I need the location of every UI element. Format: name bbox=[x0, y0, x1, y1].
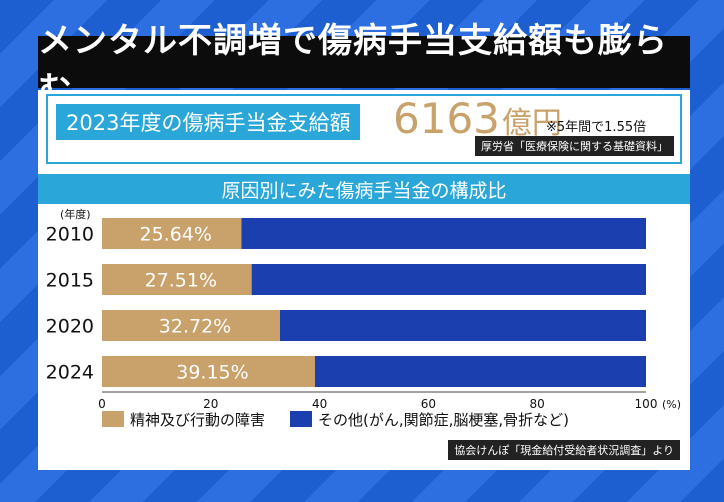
stat-note: ※5年間で1.55倍 bbox=[546, 120, 647, 135]
bar-segment-other bbox=[279, 310, 646, 341]
x-tick-label: 40 bbox=[312, 397, 327, 411]
category-label: 2020 bbox=[46, 316, 94, 338]
year-unit-label: (年度) bbox=[60, 208, 91, 221]
category-label: 2015 bbox=[46, 270, 94, 292]
stat-unit: 億円 bbox=[501, 106, 562, 141]
x-tick-label: 100 bbox=[635, 397, 658, 411]
x-tick-label: 80 bbox=[530, 397, 545, 411]
x-unit-label: (%) bbox=[662, 398, 681, 411]
data-label: 27.51% bbox=[145, 270, 217, 292]
category-label: 2010 bbox=[46, 224, 94, 246]
bar-segment-mental bbox=[102, 264, 252, 295]
bar-segment-other bbox=[314, 356, 646, 387]
legend-label: その他(がん,関節症,脳梗塞,骨折など) bbox=[318, 411, 569, 429]
data-label: 32.72% bbox=[159, 316, 231, 338]
chart-source: 協会けんぽ「現金給付受給者状況調査」より bbox=[448, 440, 680, 460]
data-label: 39.15% bbox=[176, 362, 248, 384]
stacked-bar-chart: (年度) 2010 25.64% 2015 27.51% 2020 32.72% 2024 39… bbox=[46, 208, 681, 429]
legend-label: 精神及び行動の障害 bbox=[130, 411, 265, 429]
stat-source: 厚労省「医療保険に関する基礎資料」 bbox=[475, 136, 674, 156]
bar-segment-mental bbox=[102, 218, 242, 249]
stat-number: 6163 bbox=[393, 94, 500, 143]
stat-value: 6163 億円 bbox=[393, 94, 562, 143]
stat-box: 2023年度の傷病手当金支給額 6163 億円 ※5年間で1.55倍 厚労省「医療… bbox=[46, 94, 682, 164]
section-title: 原因別にみた傷病手当金の構成比 bbox=[38, 174, 690, 204]
content-panel: 2023年度の傷病手当金支給額 6163 億円 ※5年間で1.55倍 厚労省「医療… bbox=[38, 90, 690, 470]
x-tick-label: 60 bbox=[421, 397, 436, 411]
legend-swatch bbox=[290, 411, 312, 427]
page-title: メンタル不調増で傷病手当支給額も膨らむ bbox=[38, 21, 690, 110]
bar-segment-mental bbox=[102, 356, 315, 387]
chart-area: (年度) 2010 25.64% 2015 27.51% 2020 32.72% 2024 39… bbox=[38, 208, 690, 470]
bar-segment-other bbox=[241, 218, 646, 249]
category-label: 2024 bbox=[46, 362, 94, 384]
stat-label: 2023年度の傷病手当金支給額 bbox=[56, 104, 361, 140]
data-label: 25.64% bbox=[140, 224, 212, 246]
x-tick-label: 20 bbox=[203, 397, 218, 411]
bar-segment-other bbox=[251, 264, 646, 295]
legend-swatch bbox=[102, 411, 124, 427]
x-tick-label: 0 bbox=[98, 397, 106, 411]
bar-segment-mental bbox=[102, 310, 280, 341]
